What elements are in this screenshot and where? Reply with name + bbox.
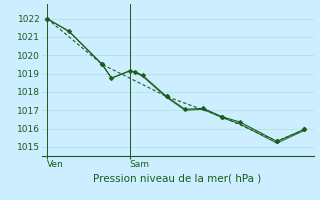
X-axis label: Pression niveau de la mer( hPa ): Pression niveau de la mer( hPa ) (93, 173, 262, 183)
